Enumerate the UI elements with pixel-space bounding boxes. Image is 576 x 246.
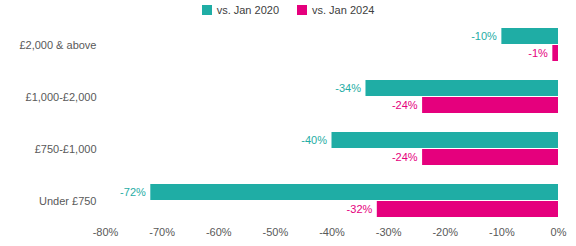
html-text:vs. Jan 2020: vs. Jan 2020	[216, 4, 279, 16]
html-text:vs. Jan 2024: vs. Jan 2024	[312, 4, 375, 16]
svg-text:-40%: -40%	[301, 134, 327, 146]
svg-text:Under £750: Under £750	[39, 195, 97, 207]
svg-text:£750-£1,000: £750-£1,000	[35, 143, 97, 155]
svg-text:-50%: -50%	[263, 226, 289, 238]
svg-text:-70%: -70%	[149, 226, 175, 238]
svg-text:-24%: -24%	[392, 99, 418, 111]
svg-text:-20%: -20%	[432, 226, 458, 238]
svg-text:-1%: -1%	[528, 47, 548, 59]
svg-text:-80%: -80%	[93, 226, 119, 238]
svg-text:-40%: -40%	[319, 226, 345, 238]
svg-text:-34%: -34%	[335, 82, 361, 94]
svg-text:-10%: -10%	[471, 30, 497, 42]
svg-text:-30%: -30%	[376, 226, 402, 238]
svg-text:£2,000 & above: £2,000 & above	[19, 39, 96, 51]
svg-text:0%: 0%	[551, 226, 567, 238]
svg-text:-32%: -32%	[347, 203, 373, 215]
svg-text:-60%: -60%	[206, 226, 232, 238]
svg-text:-24%: -24%	[392, 151, 418, 163]
svg-text:-72%: -72%	[120, 186, 146, 198]
svg-text:-10%: -10%	[489, 226, 515, 238]
svg-text:£1,000-£2,000: £1,000-£2,000	[26, 91, 97, 103]
